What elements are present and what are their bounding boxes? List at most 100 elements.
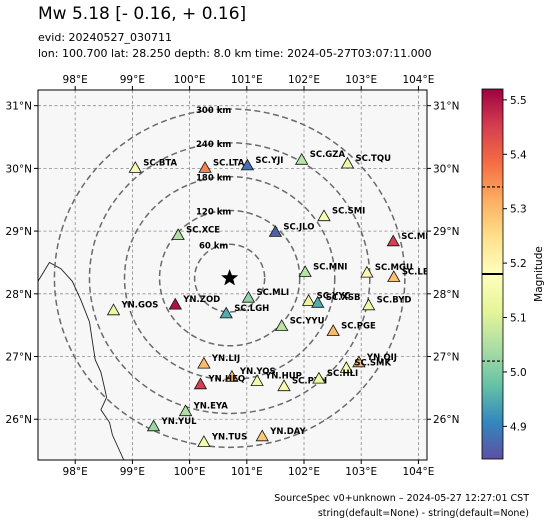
station-label: SC.BTA [143, 158, 177, 168]
station-marker [360, 265, 374, 278]
colorbar-tick-label: 4.9 [510, 421, 527, 433]
station-marker [339, 361, 353, 373]
station-label: YN.HEQ [207, 375, 245, 385]
distance-ring [88, 142, 371, 415]
station-marker [240, 158, 255, 171]
station-marker [146, 419, 161, 432]
colorbar-tick-label: 5.5 [510, 95, 527, 107]
station-label: YN.LIJ [211, 354, 240, 364]
station-label: SC.YYU [290, 316, 325, 326]
map-content: 60 km 120 km 180 km 240 km 300 km SC.BTA SC.LT… [38, 90, 437, 460]
lat-tick-label-right: 30°N [433, 163, 459, 175]
station-marker [268, 225, 283, 237]
station-label: SC.JLO [283, 222, 314, 232]
lon-tick-label-bottom: 99°E [120, 466, 145, 478]
map-plot-area: 60 km 120 km 180 km 240 km 300 km SC.BTA SC.LT… [6, 74, 460, 478]
station-label: SC.MGU [375, 263, 413, 273]
lon-tick-label-top: 100°E [174, 74, 206, 86]
country-border [38, 261, 125, 460]
ring-label: 240 km [196, 140, 231, 150]
station-marker [326, 324, 340, 336]
colorbar-tick-label: 5.0 [510, 367, 527, 379]
lon-tick-label-top: 98°E [63, 74, 88, 86]
station-label: SC.GZA [310, 150, 346, 160]
distance-ring [53, 108, 406, 449]
event-info: lon: 100.700 lat: 28.250 depth: 8.0 km t… [38, 47, 432, 60]
lat-tick-label-left: 29°N [6, 226, 32, 238]
station-label: SC.SMK [354, 358, 391, 368]
distance-ring [193, 243, 266, 313]
lat-tick-label-right: 29°N [433, 226, 459, 238]
lat-tick-label-left: 31°N [6, 101, 32, 113]
footer-version: SourceSpec v0+unknown – 2024-05-27 12:27… [274, 493, 529, 504]
station-label: SC.MBI [401, 232, 435, 242]
station-marker [250, 374, 264, 387]
colorbar-tick-label: 5.1 [510, 313, 527, 325]
station-label: SC.YJI [255, 156, 283, 166]
footer-config: string(default=None) - string(default=No… [317, 508, 529, 519]
colorbar-tick-label: 5.2 [510, 258, 527, 270]
station-label: SC.LTA [213, 158, 245, 168]
station-label: YN.GOS [121, 301, 159, 311]
station-label: SC.XCE [186, 225, 220, 235]
lat-tick-label-right: 31°N [433, 101, 459, 113]
station-label: SC.PGE [341, 321, 376, 331]
station-label: SC.SMI [332, 207, 365, 217]
lat-tick-label-left: 30°N [6, 163, 32, 175]
station-label: SC.PZH [292, 377, 327, 387]
station-marker [312, 371, 326, 384]
colorbar-label: Magnitude [533, 246, 545, 302]
lon-tick-label-top: 99°E [120, 74, 145, 86]
distance-ring [158, 209, 301, 347]
lon-tick-label-bottom: 101°E [231, 466, 263, 478]
station-marker [178, 404, 193, 417]
station-label: YN.EYA [193, 402, 229, 412]
lat-tick-label-right: 27°N [433, 352, 459, 364]
lon-tick-label-bottom: 104°E [402, 466, 434, 478]
station-label: YN.HUP [264, 372, 302, 382]
station-marker [168, 297, 182, 310]
station-label: SC.XSB [326, 293, 361, 303]
lat-tick-label-left: 28°N [6, 289, 32, 301]
figure-title: Mw 5.18 [- 0.16, + 0.16] [38, 4, 247, 24]
station-marker [295, 152, 309, 165]
station-label: YN.YOS [239, 367, 276, 377]
colorbar-tick-label: 5.3 [510, 204, 527, 216]
station-marker [386, 234, 400, 247]
lon-tick-label-bottom: 98°E [63, 466, 88, 478]
lat-tick-label-left: 26°N [6, 414, 32, 426]
magnitude-colorbar: 4.9 5.0 5.1 5.2 5.3 5.4 5.5 Magnitude [481, 88, 545, 460]
station-label: SC.BYD [377, 296, 412, 306]
station-label: SC.MNI [313, 262, 347, 272]
station-label: YN.QIJ [366, 353, 397, 363]
lon-tick-label-bottom: 100°E [174, 466, 206, 478]
station-label: SC.YYC [317, 291, 351, 301]
station-label: YN.DAY [269, 427, 306, 437]
ring-label: 60 km [199, 241, 228, 251]
ring-label: 180 km [196, 174, 231, 184]
lat-tick-label-left: 27°N [6, 352, 32, 364]
station-label: YN.ZOD [182, 295, 220, 305]
station-marker [277, 379, 291, 392]
station-label: SC.TQU [355, 154, 391, 164]
lon-tick-label-top: 103°E [345, 74, 377, 86]
station-marker [197, 356, 211, 369]
station-marker [198, 161, 212, 173]
lat-tick-label-right: 26°N [433, 414, 459, 426]
ring-label: 300 km [196, 106, 231, 116]
colorbar-tick-label: 5.4 [510, 149, 527, 161]
station-label: SC.MLI [257, 288, 290, 298]
station-marker [340, 156, 355, 169]
epicenter-star-icon [221, 269, 239, 286]
station-label: SC.LBO [402, 268, 437, 278]
station-marker [317, 209, 331, 222]
station-marker [362, 298, 376, 311]
station-marker [171, 228, 185, 240]
station-label: YN.YUL [161, 417, 198, 427]
station-label: SC.LGH [234, 304, 269, 314]
lon-tick-label-top: 102°E [288, 74, 320, 86]
station-marker [275, 319, 289, 331]
lat-tick-label-right: 28°N [433, 289, 459, 301]
ring-label: 120 km [196, 207, 231, 217]
